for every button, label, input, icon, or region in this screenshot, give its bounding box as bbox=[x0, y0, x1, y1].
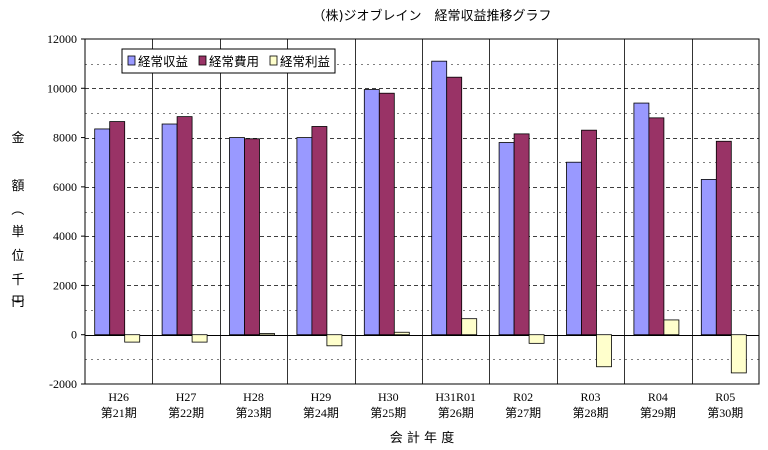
x-tick-label-period: 第24期 bbox=[303, 406, 339, 420]
bar-経常費用-H29 bbox=[311, 126, 328, 336]
bars bbox=[94, 60, 747, 374]
bar-経常費用-H27 bbox=[176, 116, 193, 336]
bar-経常収益-H31R01 bbox=[431, 60, 448, 336]
x-tick-label-period: 第26期 bbox=[438, 406, 474, 420]
y-tick-label: -2000 bbox=[49, 377, 77, 391]
y-axis-label-char: 金 bbox=[11, 130, 24, 146]
x-tick-label-period: 第25期 bbox=[370, 406, 406, 420]
bar-経常利益-H26 bbox=[124, 334, 141, 343]
y-axis-ticks: -2000 0 2000 4000 6000 8000 10000 12000 bbox=[47, 32, 85, 391]
bar-経常費用-R03 bbox=[581, 129, 597, 336]
bar-経常費用-H26 bbox=[109, 121, 126, 336]
bar-経常利益-R03 bbox=[596, 334, 612, 368]
x-tick-label-period: 第29期 bbox=[640, 406, 676, 420]
y-axis-label-char: （ bbox=[9, 202, 24, 215]
x-tick-label-year: R03 bbox=[580, 390, 600, 404]
x-tick-label-period: 第21期 bbox=[101, 406, 137, 420]
bar-経常費用-R02 bbox=[513, 133, 530, 336]
y-axis-label-char: 額 bbox=[11, 179, 24, 194]
x-tick-label-year: R04 bbox=[648, 390, 668, 404]
bar-経常収益-H27 bbox=[161, 123, 178, 336]
legend-swatch bbox=[269, 55, 278, 66]
y-tick-label: 4000 bbox=[53, 229, 77, 243]
bar-経常費用-H31R01 bbox=[446, 76, 463, 336]
y-tick-label: 6000 bbox=[53, 180, 77, 194]
y-tick-label: 10000 bbox=[47, 81, 77, 95]
bar-経常費用-H30 bbox=[378, 92, 395, 336]
bar-経常利益-R05 bbox=[730, 334, 747, 374]
x-tick-label-period: 第22期 bbox=[168, 406, 204, 420]
y-axis-label-char: 位 bbox=[11, 249, 24, 264]
x-tick-label-year: H28 bbox=[243, 390, 264, 404]
bar-経常利益-H28 bbox=[259, 333, 275, 336]
legend-swatch bbox=[127, 55, 136, 66]
bar-経常利益-H29 bbox=[326, 334, 343, 347]
x-tick-label-year: R02 bbox=[513, 390, 533, 404]
x-tick-label-period: 第30期 bbox=[707, 406, 743, 420]
y-axis-label-char: 単 bbox=[11, 224, 24, 240]
bar-経常利益-R02 bbox=[528, 334, 545, 344]
bar-経常費用-R05 bbox=[715, 140, 732, 336]
chart-title: （株)ジオブレイン 経常収益推移グラフ bbox=[312, 8, 551, 24]
y-axis-label-char: 千 bbox=[11, 273, 24, 288]
bar-経常利益-R04 bbox=[663, 319, 680, 336]
x-tick-label-period: 第27期 bbox=[505, 406, 541, 420]
bar-経常収益-R02 bbox=[498, 142, 515, 336]
y-axis-label-char: 円 bbox=[11, 295, 24, 310]
y-tick-label: 0 bbox=[71, 328, 77, 342]
bar-経常収益-H29 bbox=[296, 137, 313, 336]
x-tick-label-year: H30 bbox=[378, 390, 399, 404]
y-tick-label: 12000 bbox=[47, 32, 77, 46]
bar-経常収益-H30 bbox=[363, 89, 380, 336]
y-tick-label: 2000 bbox=[53, 278, 77, 292]
legend-label: 経常収益 bbox=[138, 54, 188, 69]
x-axis-ticks: H26 第21期 H27 第22期 H28 第23期 H29 第24期 H30 第25期 H31R0… bbox=[101, 390, 744, 420]
bar-経常収益-R05 bbox=[700, 179, 717, 336]
bar-経常費用-H28 bbox=[244, 138, 260, 336]
y-axis-label-char: ） bbox=[9, 298, 24, 311]
bar-経常利益-H31R01 bbox=[461, 318, 478, 336]
legend: 経常収益 経常費用 経常利益 bbox=[121, 48, 336, 74]
x-axis-label: 会 計 年 度 bbox=[390, 430, 454, 446]
bar-経常利益-H30 bbox=[393, 331, 410, 336]
legend-label: 経常費用 bbox=[209, 54, 259, 69]
legend-label: 経常利益 bbox=[280, 54, 330, 69]
bar-経常利益-H27 bbox=[191, 334, 208, 343]
x-tick-label-year: H27 bbox=[176, 390, 197, 404]
x-tick-label-period: 第28期 bbox=[572, 406, 608, 420]
bar-経常収益-H28 bbox=[229, 137, 245, 336]
bar-経常収益-H26 bbox=[94, 128, 111, 336]
x-tick-label-period: 第23期 bbox=[235, 406, 271, 420]
x-tick-label-year: H31R01 bbox=[435, 390, 476, 404]
y-tick-label: 8000 bbox=[53, 131, 77, 145]
legend-box bbox=[121, 48, 336, 74]
x-tick-label-year: H29 bbox=[311, 390, 332, 404]
x-tick-label-year: R05 bbox=[715, 390, 735, 404]
x-tick-label-year: H26 bbox=[108, 390, 129, 404]
bar-経常収益-R04 bbox=[633, 102, 650, 336]
bar-経常収益-R03 bbox=[566, 161, 582, 336]
legend-swatch bbox=[198, 55, 207, 66]
bar-経常費用-R04 bbox=[648, 117, 665, 336]
